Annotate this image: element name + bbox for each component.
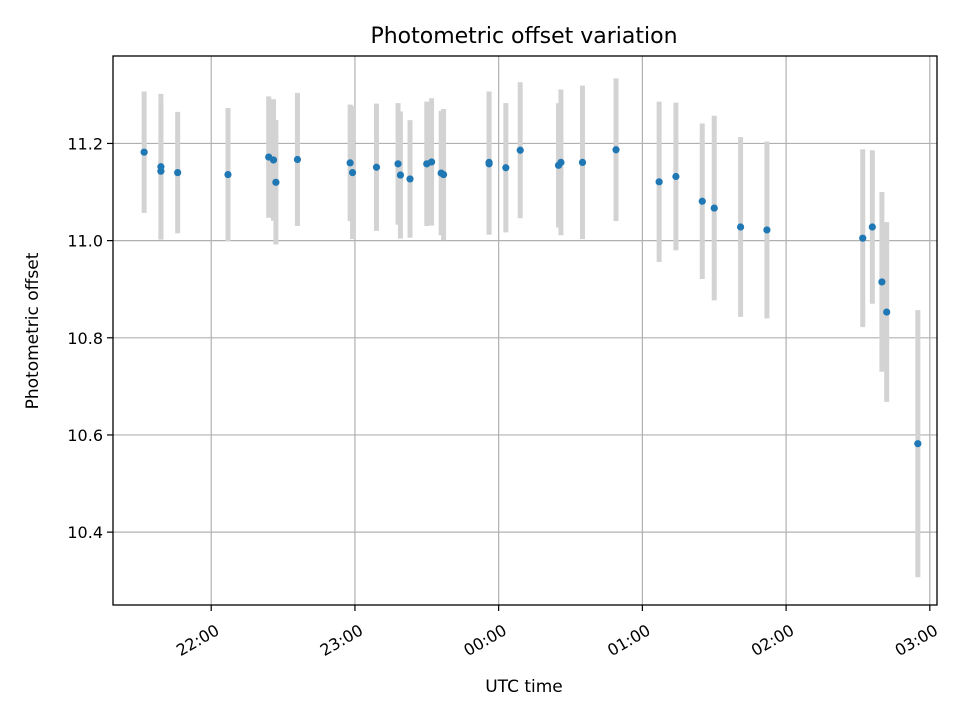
x-axis-ticks: 22:00 23:00 00:00 01:00 02:00 03:00: [173, 605, 941, 660]
data-point: [293, 155, 302, 164]
data-point: [557, 158, 565, 166]
data-point: [516, 146, 524, 154]
data-point: [346, 159, 354, 167]
x-tick-label: 23:00: [317, 620, 366, 660]
x-tick-label: 00:00: [460, 620, 509, 660]
data-point: [224, 170, 232, 179]
data-points: [140, 146, 922, 448]
data-point: [763, 226, 771, 234]
data-point: [655, 178, 663, 186]
data-point: [612, 146, 620, 154]
x-tick-label: 01:00: [604, 620, 653, 660]
data-point: [394, 160, 402, 168]
data-point: [868, 223, 876, 231]
data-point: [396, 171, 405, 179]
data-point: [272, 178, 280, 186]
data-point: [859, 234, 867, 242]
plot-frame: [112, 55, 938, 606]
data-point: [578, 158, 587, 166]
data-point: [174, 169, 182, 177]
y-axis-ticks: 10.4 10.6 10.8 11.0 11.2: [67, 134, 113, 542]
data-point: [502, 164, 510, 172]
x-tick-label: 03:00: [892, 620, 941, 660]
data-point: [140, 148, 148, 156]
x-axis-label: UTC time: [485, 677, 563, 697]
y-tick-label: 11.2: [67, 134, 103, 153]
data-point: [672, 172, 680, 181]
y-axis-label: Photometric offset: [23, 252, 43, 409]
data-point: [269, 156, 278, 164]
data-point: [736, 223, 745, 231]
data-point: [157, 167, 165, 175]
data-point: [485, 160, 493, 168]
error-bars: [141, 78, 921, 578]
x-tick-label: 02:00: [748, 620, 797, 660]
data-point: [427, 158, 436, 166]
y-tick-label: 10.4: [67, 523, 103, 542]
data-point: [710, 204, 718, 212]
data-point: [878, 278, 886, 286]
chart-title: Photometric offset variation: [370, 24, 677, 49]
y-tick-label: 10.6: [67, 426, 103, 445]
data-point: [372, 163, 381, 171]
data-point: [348, 169, 357, 177]
y-tick-label: 11.0: [67, 232, 103, 251]
data-point: [914, 440, 922, 448]
data-point: [439, 170, 448, 179]
y-tick-label: 10.8: [67, 329, 103, 348]
data-point: [406, 175, 414, 183]
data-point: [698, 197, 706, 205]
x-tick-label: 22:00: [173, 620, 222, 660]
data-point: [883, 308, 891, 316]
grid-lines: [113, 56, 937, 605]
